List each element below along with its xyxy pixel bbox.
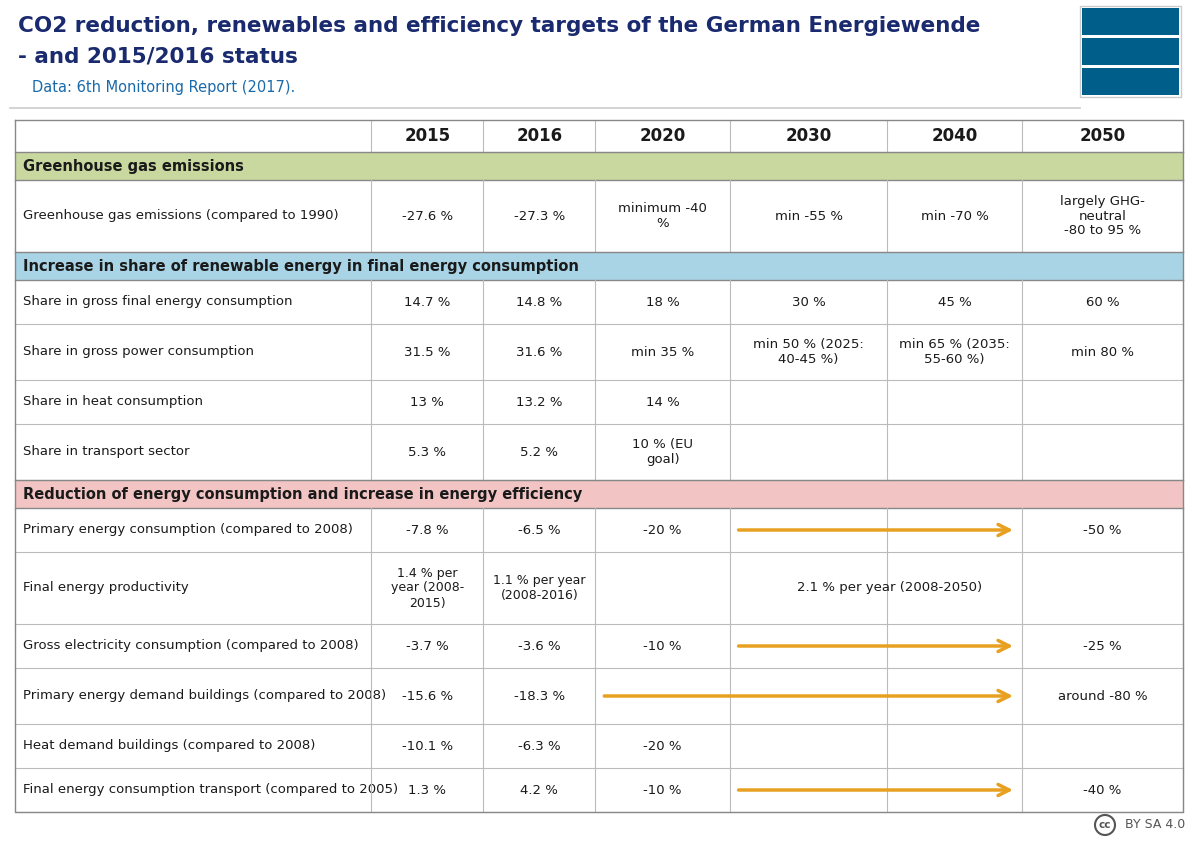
Bar xyxy=(14,424,1183,480)
Text: ENERGY: ENERGY xyxy=(1094,44,1166,59)
Text: Share in gross power consumption: Share in gross power consumption xyxy=(23,345,254,359)
Bar xyxy=(14,480,1183,508)
Text: Final energy consumption transport (compared to 2005): Final energy consumption transport (comp… xyxy=(23,784,398,796)
Text: around -80 %: around -80 % xyxy=(1057,689,1147,702)
Text: 2.1 % per year (2008-2050): 2.1 % per year (2008-2050) xyxy=(797,582,982,594)
Bar xyxy=(1082,38,1178,65)
Bar xyxy=(14,768,1183,812)
Text: 2015: 2015 xyxy=(404,127,450,145)
Text: 45 %: 45 % xyxy=(937,295,972,309)
Text: Primary energy demand buildings (compared to 2008): Primary energy demand buildings (compare… xyxy=(23,689,386,702)
Text: Share in heat consumption: Share in heat consumption xyxy=(23,395,203,409)
Text: -20 %: -20 % xyxy=(643,523,682,537)
Text: 13 %: 13 % xyxy=(410,395,444,409)
Text: 31.5 %: 31.5 % xyxy=(404,345,450,359)
Text: 31.6 %: 31.6 % xyxy=(516,345,563,359)
Bar xyxy=(14,668,1183,724)
Text: min 80 %: min 80 % xyxy=(1070,345,1134,359)
Text: WIRE: WIRE xyxy=(1108,74,1154,89)
Text: min -70 %: min -70 % xyxy=(920,209,989,222)
Text: minimum -40
%: minimum -40 % xyxy=(618,202,707,230)
Text: 1.4 % per
year (2008-
2015): 1.4 % per year (2008- 2015) xyxy=(391,566,464,610)
Text: 14.8 %: 14.8 % xyxy=(516,295,563,309)
Text: 1.3 %: 1.3 % xyxy=(408,784,446,796)
Text: cc: cc xyxy=(1099,820,1111,830)
Text: 13.2 %: 13.2 % xyxy=(516,395,563,409)
Text: 14.7 %: 14.7 % xyxy=(404,295,450,309)
Bar xyxy=(14,724,1183,768)
Text: 2020: 2020 xyxy=(640,127,685,145)
Text: -10.1 %: -10.1 % xyxy=(402,739,452,752)
Bar xyxy=(14,508,1183,552)
Text: 10 % (EU
goal): 10 % (EU goal) xyxy=(632,438,694,466)
Text: 14 %: 14 % xyxy=(646,395,679,409)
Bar xyxy=(14,280,1183,324)
Bar xyxy=(1082,8,1178,35)
Text: Greenhouse gas emissions: Greenhouse gas emissions xyxy=(23,159,244,174)
Bar xyxy=(14,624,1183,668)
Text: Data: 6th Monitoring Report (2017).: Data: 6th Monitoring Report (2017). xyxy=(32,80,295,95)
Text: -50 %: -50 % xyxy=(1084,523,1122,537)
Text: -6.3 %: -6.3 % xyxy=(518,739,560,752)
Bar xyxy=(1080,6,1181,97)
Bar xyxy=(14,152,1183,180)
Text: 2050: 2050 xyxy=(1079,127,1126,145)
Text: -27.6 %: -27.6 % xyxy=(402,209,452,222)
Text: Increase in share of renewable energy in final energy consumption: Increase in share of renewable energy in… xyxy=(23,259,578,274)
Text: -3.6 %: -3.6 % xyxy=(518,639,560,652)
Bar xyxy=(14,252,1183,280)
Bar xyxy=(14,324,1183,380)
Text: -3.7 %: -3.7 % xyxy=(406,639,449,652)
Text: -25 %: -25 % xyxy=(1084,639,1122,652)
Text: -18.3 %: -18.3 % xyxy=(514,689,565,702)
Text: min -55 %: min -55 % xyxy=(775,209,842,222)
Text: -27.3 %: -27.3 % xyxy=(514,209,565,222)
Text: Reduction of energy consumption and increase in energy efficiency: Reduction of energy consumption and incr… xyxy=(23,487,582,501)
Text: Greenhouse gas emissions (compared to 1990): Greenhouse gas emissions (compared to 19… xyxy=(23,209,338,222)
Text: Share in transport sector: Share in transport sector xyxy=(23,445,190,459)
Text: - and 2015/2016 status: - and 2015/2016 status xyxy=(18,46,298,66)
Text: Heat demand buildings (compared to 2008): Heat demand buildings (compared to 2008) xyxy=(23,739,316,752)
Text: 2030: 2030 xyxy=(786,127,832,145)
Text: 30 %: 30 % xyxy=(792,295,826,309)
Text: 60 %: 60 % xyxy=(1086,295,1120,309)
Text: BY SA 4.0: BY SA 4.0 xyxy=(1124,818,1186,832)
Bar xyxy=(14,552,1183,624)
Text: min 50 % (2025:
40-45 %): min 50 % (2025: 40-45 %) xyxy=(754,338,864,366)
Bar xyxy=(1082,68,1178,95)
Text: Final energy productivity: Final energy productivity xyxy=(23,582,188,594)
Text: 1.1 % per year
(2008-2016): 1.1 % per year (2008-2016) xyxy=(493,574,586,602)
Text: largely GHG-
neutral
-80 to 95 %: largely GHG- neutral -80 to 95 % xyxy=(1060,194,1145,237)
Text: CO2 reduction, renewables and efficiency targets of the German Energiewende: CO2 reduction, renewables and efficiency… xyxy=(18,16,980,36)
Bar xyxy=(14,180,1183,252)
Text: 5.3 %: 5.3 % xyxy=(408,445,446,459)
Text: -6.5 %: -6.5 % xyxy=(518,523,560,537)
Text: -40 %: -40 % xyxy=(1084,784,1122,796)
Text: -15.6 %: -15.6 % xyxy=(402,689,452,702)
Bar xyxy=(14,380,1183,424)
Text: CLEAN: CLEAN xyxy=(1102,14,1160,29)
Text: -10 %: -10 % xyxy=(643,784,682,796)
Text: -7.8 %: -7.8 % xyxy=(406,523,449,537)
Text: 5.2 %: 5.2 % xyxy=(521,445,558,459)
Bar xyxy=(14,120,1183,152)
Text: 18 %: 18 % xyxy=(646,295,679,309)
Text: Gross electricity consumption (compared to 2008): Gross electricity consumption (compared … xyxy=(23,639,359,652)
Text: min 35 %: min 35 % xyxy=(631,345,695,359)
Text: Primary energy consumption (compared to 2008): Primary energy consumption (compared to … xyxy=(23,523,353,537)
Text: 4.2 %: 4.2 % xyxy=(521,784,558,796)
Text: -20 %: -20 % xyxy=(643,739,682,752)
Text: Share in gross final energy consumption: Share in gross final energy consumption xyxy=(23,295,293,309)
Text: 2040: 2040 xyxy=(931,127,978,145)
Text: 2016: 2016 xyxy=(516,127,563,145)
Text: -10 %: -10 % xyxy=(643,639,682,652)
Text: min 65 % (2035:
55-60 %): min 65 % (2035: 55-60 %) xyxy=(899,338,1010,366)
